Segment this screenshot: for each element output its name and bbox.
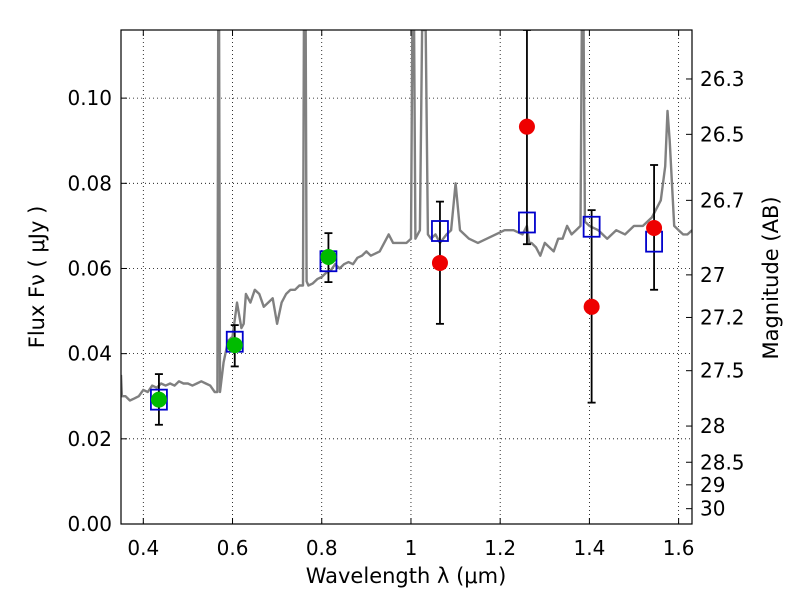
mag-tick-label: 30 [700,497,725,521]
x-axis-label: Wavelength λ (μm) [306,564,507,588]
y-tick-label: 0.00 [67,512,112,536]
mag-tick-label: 28 [700,414,725,438]
upper-limit-point [583,298,600,315]
y-tick-label: 0.08 [67,171,112,195]
detection-point [150,391,167,408]
y-tick-label: 0.02 [67,427,112,451]
y-axis-right-label: Magnitude (AB) [759,196,783,359]
mag-tick-label: 26.7 [700,188,745,212]
x-tick-label: 1.6 [663,536,695,560]
x-tick-label: 0.6 [217,536,249,560]
x-tick-label: 0.4 [127,536,159,560]
mag-tick-label: 26.3 [700,67,745,91]
model-square [431,220,449,242]
mag-tick-label: 27.5 [700,359,745,383]
upper-limit-point [646,220,663,237]
x-tick-label: 1 [405,536,418,560]
y-axis-label: Flux Fν ( μJy ) [25,206,49,349]
mag-tick-label: 28.5 [700,450,745,474]
spectrum-line [121,30,692,402]
model-square [582,215,601,238]
y-tick-label: 0.04 [67,342,112,366]
data-layer [121,30,692,426]
mag-tick-label: 27 [700,263,725,287]
x-tick-label: 1.4 [573,536,605,560]
x-tick-label: 1.2 [484,536,516,560]
tick-layer: 0.4 0.6 0.8 1 1.2 1.4 1.6 0.00 0.02 0.04 0.06 0.08 0… [67,30,745,560]
upper-limit-point [518,118,535,135]
upper-limit-point [431,254,448,271]
grid-layer [121,30,692,525]
y-tick-label: 0.06 [67,256,112,280]
plot-frame [120,29,693,525]
mag-tick-label: 27.2 [700,305,745,329]
y-tick-label: 0.10 [67,86,112,110]
mag-tick-label: 26.5 [700,122,745,146]
detection-point [320,248,337,265]
mag-tick-label: 29 [700,473,725,497]
model-square [518,211,536,234]
detection-point [226,337,243,354]
x-tick-label: 0.8 [306,536,338,560]
